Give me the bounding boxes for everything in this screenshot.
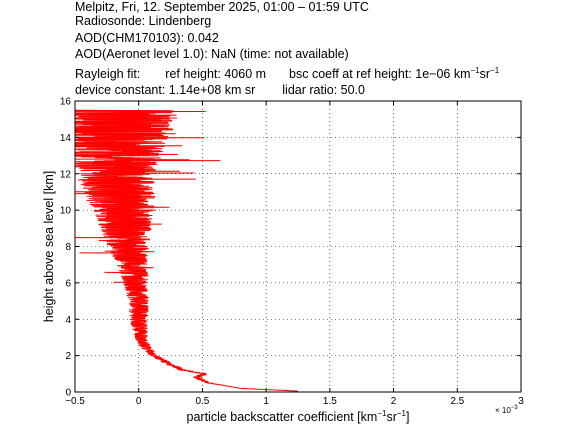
bsc-unit-sr: sr <box>479 67 491 81</box>
x-tick-label: 0.5 <box>195 396 209 407</box>
x-tick-label: 1.5 <box>323 396 337 407</box>
y-tick-label: 6 <box>65 278 71 289</box>
axis-ticks <box>74 100 522 393</box>
bsc-unit-exp1: −1 <box>470 66 480 75</box>
y-tick-label: 8 <box>65 242 71 253</box>
x-tick-label: 0 <box>136 396 142 407</box>
x-tick-labels: −0.5 0 0.5 1 1.5 2 2.5 3 <box>65 396 524 407</box>
y-tick-label: 0 <box>65 388 71 399</box>
device-constant-label: device constant: 1.14e+08 km sr <box>75 83 256 97</box>
x-axis-label: particle backscatter coefficient [km−1sr… <box>187 409 410 424</box>
bsc-unit-exp2: −1 <box>490 66 500 75</box>
y-tick-label: 4 <box>65 315 71 326</box>
chart-header: Melpitz, Fri, 12. September 2025, 01:00 … <box>0 0 576 100</box>
y-tick-label: 2 <box>65 351 71 362</box>
y-tick-label: 10 <box>60 206 72 217</box>
y-tick-label: 14 <box>60 133 72 144</box>
y-axis-label: height above sea level [km] <box>42 171 56 322</box>
x-tick-label: 3 <box>518 396 524 407</box>
x-tick-label: 1 <box>263 396 269 407</box>
x-tick-label: 2 <box>391 396 397 407</box>
aod-chm-label: AOD(CHM170103): 0.042 <box>75 31 219 45</box>
x-tick-label: 2.5 <box>450 396 464 407</box>
profile-series <box>74 109 299 392</box>
ref-height-label: ref height: 4060 m <box>165 67 267 81</box>
y-tick-label: 16 <box>60 97 72 108</box>
rayleigh-fit-row: Rayleigh fit: ref height: 4060 m bsc coe… <box>75 66 499 81</box>
rayleigh-fit-label: Rayleigh fit: <box>75 67 141 81</box>
x-tick-label: −0.5 <box>65 396 85 407</box>
device-row: device constant: 1.14e+08 km sr lidar ra… <box>75 83 365 97</box>
title-location-time: Melpitz, Fri, 12. September 2025, 01:00 … <box>75 0 369 14</box>
y-tick-label: 12 <box>60 169 72 180</box>
x-multiplier-label: × 10−3 <box>495 405 518 415</box>
y-tick-labels: 0 2 4 6 8 10 12 14 16 <box>60 97 72 399</box>
lidar-ratio-label: lidar ratio: 50.0 <box>282 83 365 97</box>
backscatter-profile-line <box>74 109 299 392</box>
radiosonde-label: Radiosonde: Lindenberg <box>75 14 212 28</box>
bsc-coeff-label: bsc coeff at ref height: 1e−06 km <box>289 67 471 81</box>
aod-aeronet-label: AOD(Aeronet level 1.0): NaN (time: not a… <box>75 47 349 61</box>
